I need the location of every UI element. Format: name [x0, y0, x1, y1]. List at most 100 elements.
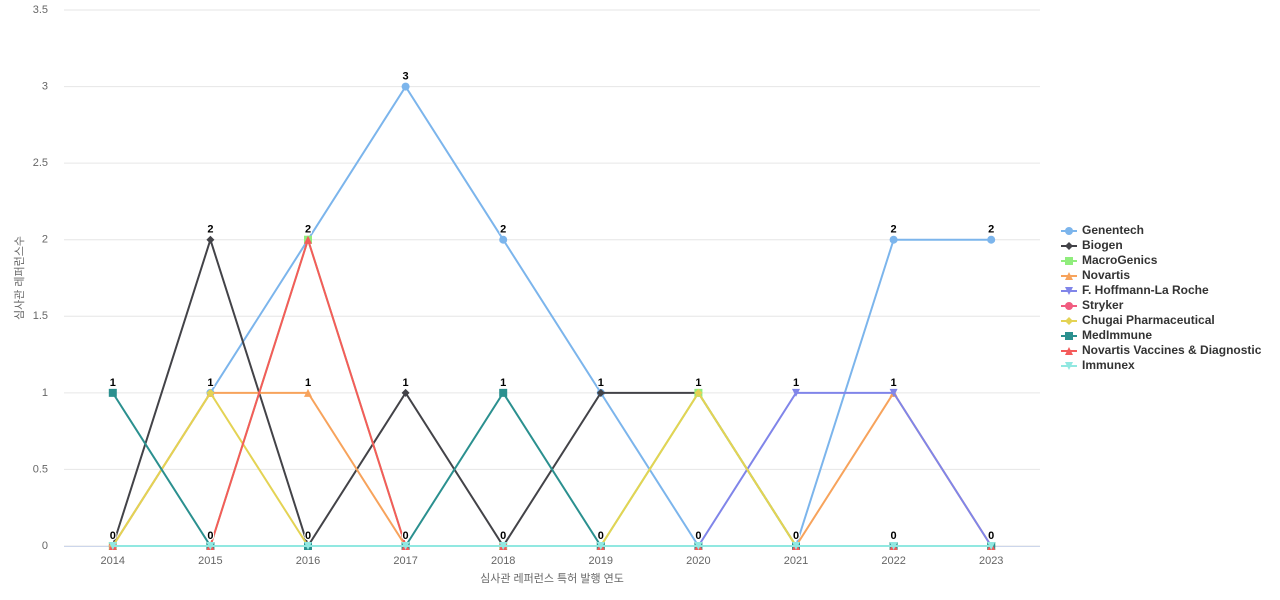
legend-label: Immunex [1082, 358, 1135, 372]
legend-label: Stryker [1082, 298, 1124, 312]
data-label: 0 [500, 530, 506, 542]
x-tick-label: 2014 [101, 555, 125, 567]
y-tick-label: 3.5 [33, 4, 48, 16]
data-label: 0 [305, 530, 311, 542]
data-label: 0 [793, 530, 799, 542]
data-label: 2 [305, 224, 311, 236]
legend-label: F. Hoffmann-La Roche [1082, 283, 1209, 297]
data-point [108, 388, 117, 397]
legend-marker [1065, 332, 1073, 340]
data-label: 2 [500, 224, 506, 236]
data-label: 2 [305, 224, 311, 236]
legend-marker [1065, 257, 1073, 265]
data-label: 0 [403, 530, 409, 542]
x-tick-label: 2023 [979, 555, 1003, 567]
legend-marker [1065, 317, 1073, 325]
data-label: 2 [891, 224, 897, 236]
x-tick-label: 2020 [686, 555, 710, 567]
x-tick-label: 2022 [881, 555, 905, 567]
data-label: 2 [207, 224, 213, 236]
data-label: 0 [793, 530, 799, 542]
data-label: 0 [110, 530, 116, 542]
data-label: 0 [500, 530, 506, 542]
data-point [792, 542, 800, 550]
data-label: 1 [695, 377, 701, 389]
data-label: 0 [695, 530, 701, 542]
data-label: 0 [305, 530, 311, 542]
data-label: 0 [988, 530, 994, 542]
data-label: 0 [403, 530, 409, 542]
data-label: 1 [305, 377, 311, 389]
data-label: 0 [110, 530, 116, 542]
data-label: 0 [110, 530, 116, 542]
data-label: 0 [305, 530, 311, 542]
data-label: 0 [110, 530, 116, 542]
data-label: 0 [793, 530, 799, 542]
y-tick-label: 2.5 [33, 157, 48, 169]
data-label: 0 [403, 530, 409, 542]
data-point [304, 542, 312, 550]
data-point [694, 388, 703, 397]
legend-marker [1065, 272, 1073, 280]
data-label: 0 [695, 530, 701, 542]
legend-marker [1065, 287, 1073, 295]
data-label: 0 [891, 530, 897, 542]
data-label: 0 [207, 530, 213, 542]
data-label: 0 [207, 530, 213, 542]
data-point [401, 82, 410, 91]
data-label: 0 [500, 530, 506, 542]
data-label: 0 [500, 530, 506, 542]
data-label: 0 [598, 530, 604, 542]
data-label: 0 [207, 530, 213, 542]
data-label: 0 [793, 530, 799, 542]
legend-label: MacroGenics [1082, 253, 1158, 267]
legend-label: Chugai Pharmaceutical [1082, 313, 1215, 327]
data-label: 1 [207, 377, 213, 389]
data-label: 0 [403, 530, 409, 542]
data-label: 0 [988, 530, 994, 542]
data-label: 0 [110, 530, 116, 542]
data-label: 0 [110, 530, 116, 542]
legend-label: Novartis [1082, 268, 1130, 282]
data-label: 0 [793, 530, 799, 542]
data-label: 2 [988, 224, 994, 236]
y-tick-label: 1.5 [33, 310, 48, 322]
data-label: 0 [793, 530, 799, 542]
data-label: 0 [891, 530, 897, 542]
y-tick-label: 3 [42, 80, 48, 92]
data-label: 0 [598, 530, 604, 542]
data-label: 0 [207, 530, 213, 542]
data-label: 0 [207, 530, 213, 542]
data-label: 3 [403, 70, 409, 82]
data-label: 0 [793, 530, 799, 542]
data-point [987, 235, 996, 244]
data-label: 0 [403, 530, 409, 542]
data-label: 0 [598, 530, 604, 542]
data-label: 0 [305, 530, 311, 542]
data-point [401, 388, 410, 397]
data-label: 1 [598, 377, 604, 389]
data-point [401, 542, 410, 550]
data-point [304, 388, 312, 397]
data-label: 0 [500, 530, 506, 542]
legend-marker [1065, 242, 1073, 250]
data-point [499, 542, 508, 550]
data-label: 0 [500, 530, 506, 542]
data-label: 0 [891, 530, 897, 542]
x-tick-label: 2018 [491, 555, 515, 567]
data-point [206, 388, 215, 397]
legend-marker [1065, 362, 1073, 370]
data-label: 0 [891, 530, 897, 542]
x-tick-label: 2016 [296, 555, 320, 567]
data-label: 1 [793, 377, 799, 389]
data-label: 0 [598, 530, 604, 542]
legend-label: Novartis Vaccines & Diagnostic [1082, 343, 1262, 357]
data-point [108, 542, 117, 550]
data-label: 0 [988, 530, 994, 542]
data-label: 1 [403, 377, 409, 389]
x-tick-label: 2019 [589, 555, 613, 567]
x-tick-label: 2021 [784, 555, 808, 567]
data-label: 0 [988, 530, 994, 542]
data-label: 0 [695, 530, 701, 542]
data-label: 1 [110, 377, 116, 389]
